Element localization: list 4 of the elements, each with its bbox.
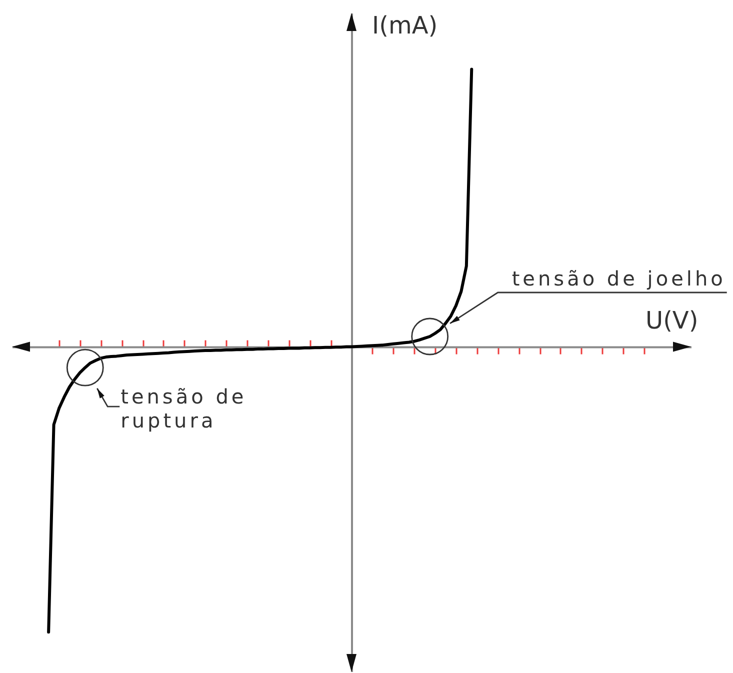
x-axis-title: U(V) bbox=[646, 306, 698, 334]
y-axis-title: I(mA) bbox=[372, 12, 438, 40]
annotation: tensão de ruptura bbox=[120, 384, 256, 433]
annotation: tensão de joelho bbox=[512, 266, 726, 291]
